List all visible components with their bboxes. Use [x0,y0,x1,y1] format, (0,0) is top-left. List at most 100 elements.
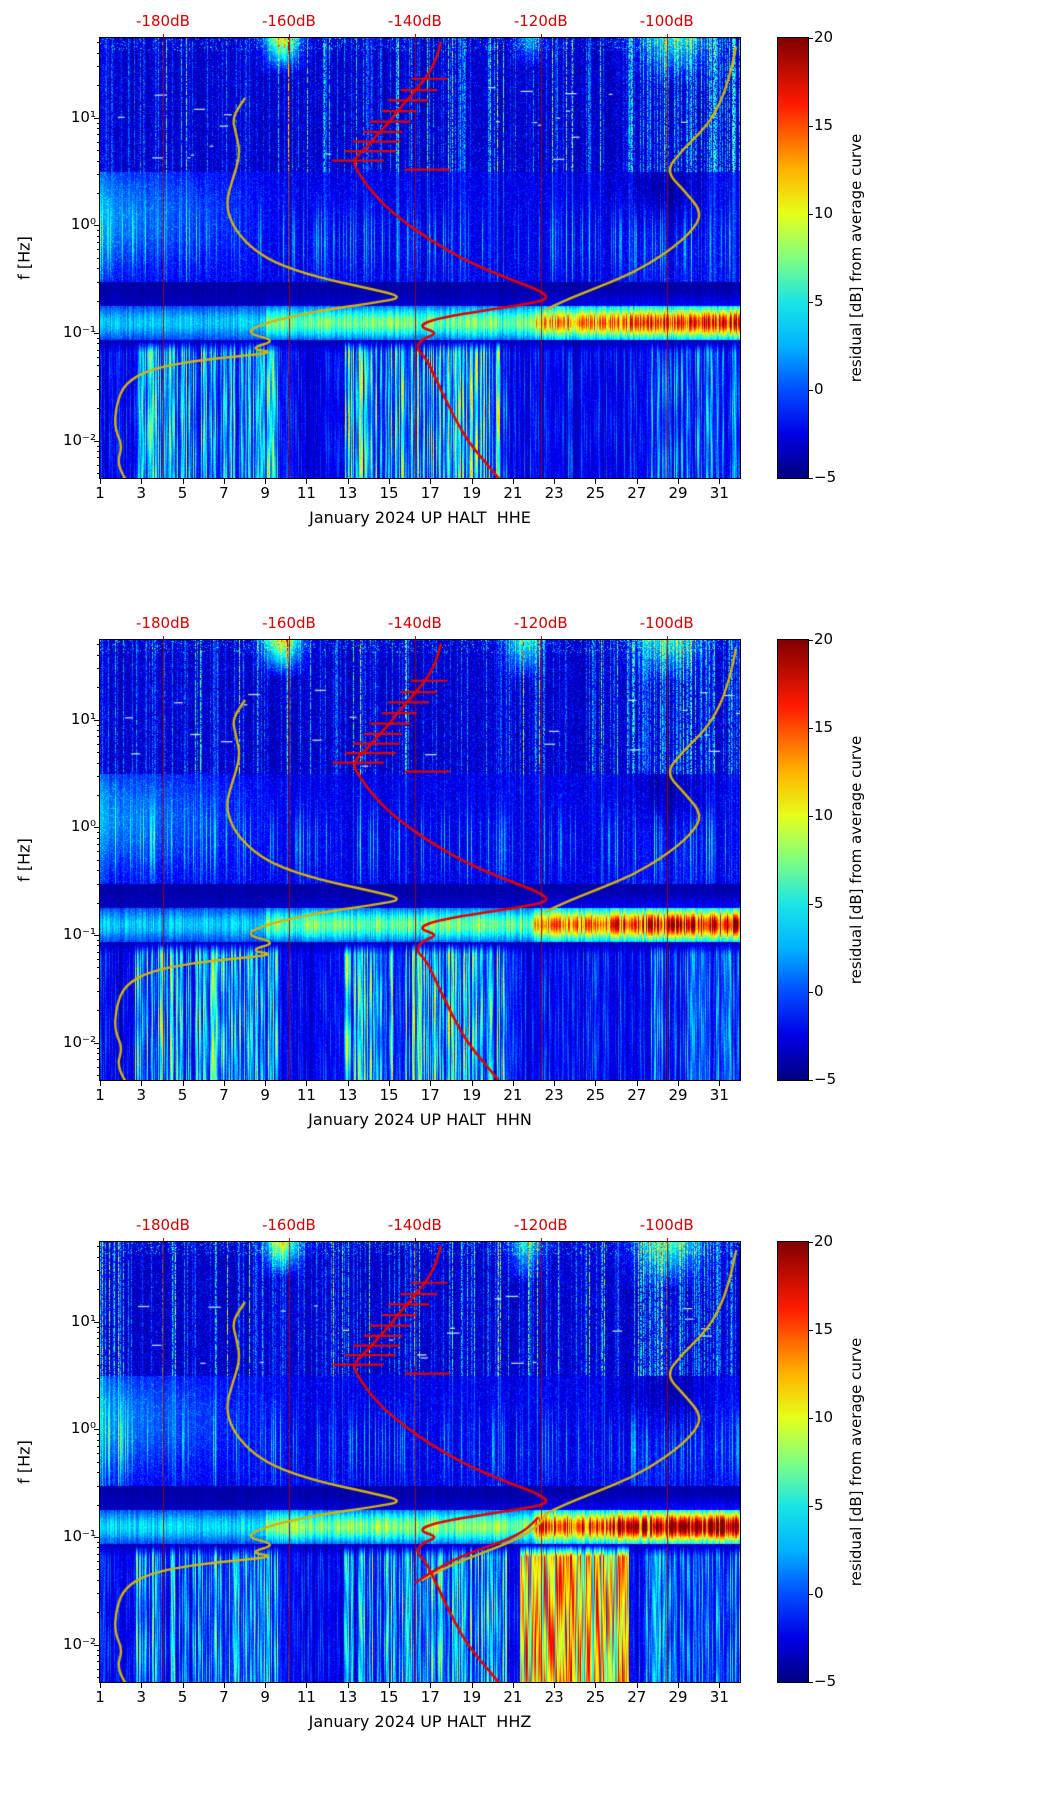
x-tick-label: 25 [585,1086,606,1104]
x-tick-label: 5 [177,1688,188,1706]
y-tick-label: 10⁻² [62,1634,96,1653]
x-tick [347,1080,349,1086]
colorbar-tick-label: 10 [814,1408,834,1426]
y-tick-label: 10⁰ [70,817,96,836]
colorbar-tick [808,214,813,215]
spectrogram-plot [99,37,741,479]
colorbar-tick [808,1330,813,1331]
colorbar-tick [808,640,813,641]
top-axis-db-label: -180dB [136,12,190,30]
x-tick [306,478,308,484]
colorbar-label: residual [dB] from average curve [847,1337,865,1587]
x-tick-label: 17 [420,1086,440,1104]
y-tick-label: 10¹ [70,107,96,126]
x-tick-label: 15 [379,1086,399,1104]
y-tick-label: 10⁻² [62,430,96,449]
x-tick [223,1080,225,1086]
x-tick [471,1682,473,1688]
colorbar [777,37,809,479]
x-tick [554,478,556,484]
top-axis-db-label: -100dB [639,1216,694,1234]
colorbar-tick [808,1594,813,1595]
colorbar-label: residual [dB] from average curve [847,133,865,383]
y-tick-label: 10⁻¹ [62,1527,96,1545]
top-axis-db-label: -160dB [261,614,316,632]
x-tick-label: 25 [585,484,606,502]
x-tick-label: 13 [338,1086,358,1104]
x-tick [595,1682,597,1688]
x-tick-label: 1 [95,1086,105,1104]
x-tick-label: 17 [420,1688,440,1706]
x-tick [636,1080,638,1086]
colorbar-tick-label: 20 [814,28,834,46]
top-axis-db-label: -160dB [261,1216,316,1234]
x-tick-label: 7 [219,1086,229,1104]
x-tick [471,478,473,484]
x-tick-label: 29 [668,1688,688,1706]
x-tick-label: 7 [219,1688,229,1706]
top-axis-db-label: -100dB [639,12,694,30]
y-tick-label: 10⁻¹ [62,925,96,943]
x-tick [389,478,391,484]
top-axis-db-label: -120dB [513,12,568,30]
x-tick [678,1080,680,1086]
top-axis-db-label: -120dB [513,1216,568,1234]
x-axis-title: January 2024 UP HALT HHE [309,508,531,527]
x-tick [265,478,267,484]
x-tick [182,1682,184,1688]
x-tick-label: 5 [177,1086,188,1104]
x-tick [306,1080,308,1086]
y-axis-label: f [Hz] [14,1440,34,1484]
colorbar-tick-label: 10 [814,204,834,222]
x-tick-label: 27 [627,1688,647,1706]
colorbar-tick [808,390,813,391]
top-axis-db-label: -120dB [513,614,568,632]
y-tick-label: 10¹ [70,1311,96,1330]
x-tick [347,1682,349,1688]
top-axis-db-label: -180dB [136,1216,190,1234]
x-tick [678,1682,680,1688]
x-tick [100,1682,101,1688]
x-tick-label: 23 [544,1688,564,1706]
y-tick-label: 10⁰ [70,215,96,234]
top-axis-db-label: -100dB [639,614,694,632]
x-tick-label: 3 [136,484,147,502]
x-tick-label: 25 [585,1688,606,1706]
colorbar-tick-label: 5 [814,894,824,912]
spectrogram-canvas [100,1242,740,1682]
top-axis-db-label: -140dB [387,12,442,30]
x-tick-label: 19 [462,1688,482,1706]
colorbar-tick-label: 15 [814,718,834,736]
colorbar-tick-label: 15 [814,1320,834,1338]
spectrogram-canvas [100,38,740,478]
colorbar-tick-label: 10 [814,806,834,824]
x-tick-label: 23 [544,484,564,502]
colorbar-tick-label: 20 [814,1232,834,1250]
x-tick-label: 23 [544,1086,564,1104]
x-tick-label: 3 [136,1688,147,1706]
x-tick-label: 29 [668,484,688,502]
x-tick [719,478,721,484]
colorbar-tick-label: −5 [814,1070,837,1088]
colorbar-tick-label: 5 [814,1496,824,1514]
x-tick-label: 7 [219,484,229,502]
colorbar-tick [808,728,813,729]
x-tick [265,1682,267,1688]
x-tick-label: 11 [296,484,316,502]
spectrogram-plot [99,639,741,1081]
x-tick [389,1682,391,1688]
x-tick [182,1080,184,1086]
colorbar-tick-label: 15 [814,116,834,134]
x-tick [182,478,184,484]
x-tick-label: 21 [503,1688,523,1706]
colorbar-tick-label: 0 [814,982,824,1000]
x-tick [430,478,432,484]
x-tick [595,478,597,484]
panel-hhn: -180dB -160dB -140dB -120dB -100dB f [Hz] 10… [0,602,1052,1204]
x-tick-label: 1 [95,1688,105,1706]
x-axis-title: January 2024 UP HALT HHN [308,1110,532,1129]
colorbar-tick [808,816,813,817]
colorbar-tick-label: 0 [814,1584,824,1602]
colorbar-tick [808,1506,813,1507]
x-tick-label: 31 [709,1086,729,1104]
